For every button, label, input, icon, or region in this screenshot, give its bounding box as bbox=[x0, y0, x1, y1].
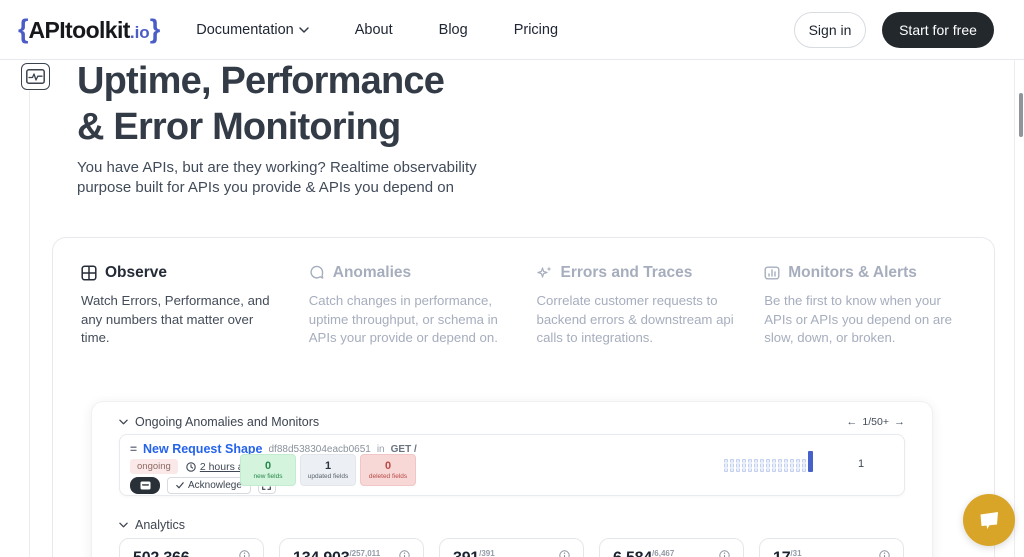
tab-monitors-alerts[interactable]: Monitors & Alerts Be the first to know w… bbox=[764, 264, 966, 348]
logo-tld: .io bbox=[129, 22, 150, 42]
acknowledge-button[interactable]: Acknowlege bbox=[167, 477, 251, 494]
info-icon[interactable] bbox=[879, 550, 890, 557]
anomaly-card[interactable]: = New Request Shape df88d538304eacb0651 … bbox=[119, 434, 905, 496]
spark-bar bbox=[808, 451, 813, 472]
analytics-cards: 502,366 134,903/257,011 391/391 6,584/6,… bbox=[119, 538, 905, 557]
logo[interactable]: {APItoolkit .io} bbox=[18, 13, 161, 44]
chevron-down-icon bbox=[299, 26, 309, 33]
chat-launcher-button[interactable] bbox=[963, 494, 1015, 546]
grid-icon bbox=[81, 265, 97, 281]
start-for-free-button[interactable]: Start for free bbox=[882, 11, 994, 48]
updated-fields-stat: 1 updated fields bbox=[300, 454, 356, 486]
feature-description: Watch Errors, Performance, and any numbe… bbox=[81, 293, 270, 346]
feature-description: Be the first to know when your APIs or A… bbox=[764, 293, 952, 346]
spark-bars bbox=[724, 450, 814, 472]
section-title: Ongoing Anomalies and Monitors bbox=[135, 414, 320, 429]
clock-icon bbox=[186, 461, 196, 472]
feature-description: Correlate customer requests to backend e… bbox=[536, 293, 734, 346]
spark-bar bbox=[742, 459, 746, 472]
header: {APItoolkit .io} Documentation About Blog… bbox=[0, 0, 1024, 59]
analytics-card: 502,366 bbox=[119, 538, 264, 557]
analytics-section-header[interactable]: Analytics bbox=[119, 518, 905, 532]
feature-title: Observe bbox=[105, 264, 168, 281]
section-title: Analytics bbox=[135, 518, 186, 532]
chat-bubble-icon bbox=[980, 512, 998, 529]
feature-title: Errors and Traces bbox=[560, 264, 693, 281]
diff-icon: = bbox=[130, 442, 138, 456]
spark-bar bbox=[796, 459, 800, 472]
spark-bar bbox=[748, 459, 752, 472]
feature-tabs: Observe Watch Errors, Performance, and a… bbox=[53, 238, 994, 348]
info-icon[interactable] bbox=[239, 550, 250, 557]
analytics-card: 6,584/6,467 bbox=[599, 538, 744, 557]
anomaly-meta-row: ongoing 2 hours ago bbox=[130, 459, 255, 474]
check-icon bbox=[176, 482, 184, 489]
main-nav: Documentation About Blog Pricing bbox=[196, 22, 558, 38]
logo-brace-open: { bbox=[18, 13, 29, 44]
info-icon[interactable] bbox=[559, 550, 570, 557]
hero-subtitle: You have APIs, but are they working? Rea… bbox=[77, 159, 477, 196]
new-fields-stat: 0 new fields bbox=[240, 454, 296, 486]
spark-bar bbox=[736, 459, 740, 472]
right-hairline bbox=[1014, 59, 1015, 557]
nav-pricing[interactable]: Pricing bbox=[513, 21, 559, 38]
archive-button[interactable] bbox=[130, 477, 160, 494]
header-actions: Sign in Start for free bbox=[794, 11, 994, 48]
status-badge: ongoing bbox=[130, 459, 178, 474]
spark-bar bbox=[760, 459, 764, 472]
spark-bar bbox=[754, 459, 758, 472]
logo-brace-close: } bbox=[149, 13, 161, 44]
spark-bar bbox=[724, 459, 728, 472]
sign-in-button[interactable]: Sign in bbox=[794, 11, 866, 48]
diff-stats: 0 new fields 1 updated fields 0 deleted … bbox=[240, 454, 416, 486]
activity-monitor-icon bbox=[21, 63, 50, 90]
feature-title: Anomalies bbox=[332, 264, 412, 281]
scrollbar-thumb[interactable] bbox=[1019, 93, 1023, 137]
next-page-arrow[interactable]: → bbox=[894, 415, 905, 428]
analytics-card: 17/31 bbox=[759, 538, 904, 557]
nav-documentation[interactable]: Documentation bbox=[196, 22, 309, 38]
features-panel: Observe Watch Errors, Performance, and a… bbox=[52, 237, 995, 557]
pagination: ← 1/50+ → bbox=[846, 416, 905, 428]
feature-title: Monitors & Alerts bbox=[788, 264, 917, 281]
anomaly-hash: df88d538304eacb0651 bbox=[268, 443, 371, 455]
tab-errors-and-traces[interactable]: Errors and Traces Correlate customer req… bbox=[537, 264, 739, 348]
page-indicator: 1/50+ bbox=[862, 415, 889, 428]
logo-name: APItoolkit bbox=[28, 16, 131, 43]
dashboard-preview: Ongoing Anomalies and Monitors ← 1/50+ →… bbox=[91, 401, 933, 557]
archive-icon bbox=[140, 481, 150, 490]
left-hairline bbox=[29, 63, 30, 557]
nav-about[interactable]: About bbox=[354, 21, 393, 38]
deleted-fields-stat: 0 deleted fields bbox=[360, 454, 416, 486]
message-circle-icon bbox=[310, 265, 324, 279]
anomaly-endpoint: GET / bbox=[390, 443, 417, 455]
tab-anomalies[interactable]: Anomalies Catch changes in performance, … bbox=[309, 264, 511, 348]
spark-bar bbox=[772, 459, 776, 472]
anomaly-in-label: in bbox=[376, 443, 385, 455]
chevron-down-icon bbox=[119, 522, 128, 528]
tab-observe[interactable]: Observe Watch Errors, Performance, and a… bbox=[81, 264, 283, 348]
spark-bar bbox=[766, 459, 770, 472]
info-icon[interactable] bbox=[719, 550, 730, 557]
spark-bar bbox=[778, 459, 782, 472]
analytics-card: 391/391 bbox=[439, 538, 584, 557]
spark-bar bbox=[784, 459, 788, 472]
spark-value: 1 bbox=[858, 458, 865, 470]
spark-bar bbox=[802, 459, 806, 472]
anomalies-section-header[interactable]: Ongoing Anomalies and Monitors ← 1/50+ → bbox=[119, 414, 905, 429]
spark-bar bbox=[790, 459, 794, 472]
anomaly-title-row: = New Request Shape df88d538304eacb0651 … bbox=[130, 442, 417, 456]
nav-blog[interactable]: Blog bbox=[438, 21, 468, 38]
page-title: Uptime, Performance & Error Monitoring bbox=[77, 60, 445, 148]
feature-description: Catch changes in performance, uptime thr… bbox=[308, 293, 498, 346]
chevron-down-icon bbox=[119, 419, 128, 424]
bar-chart-icon bbox=[764, 266, 780, 280]
header-divider bbox=[0, 59, 1024, 60]
info-icon[interactable] bbox=[399, 550, 410, 557]
analytics-card: 134,903/257,011 bbox=[279, 538, 424, 557]
prev-page-arrow[interactable]: ← bbox=[846, 415, 858, 428]
anomaly-kind-link[interactable]: New Request Shape bbox=[143, 442, 263, 456]
spark-bar bbox=[730, 459, 734, 472]
sparkles-icon bbox=[536, 266, 551, 278]
